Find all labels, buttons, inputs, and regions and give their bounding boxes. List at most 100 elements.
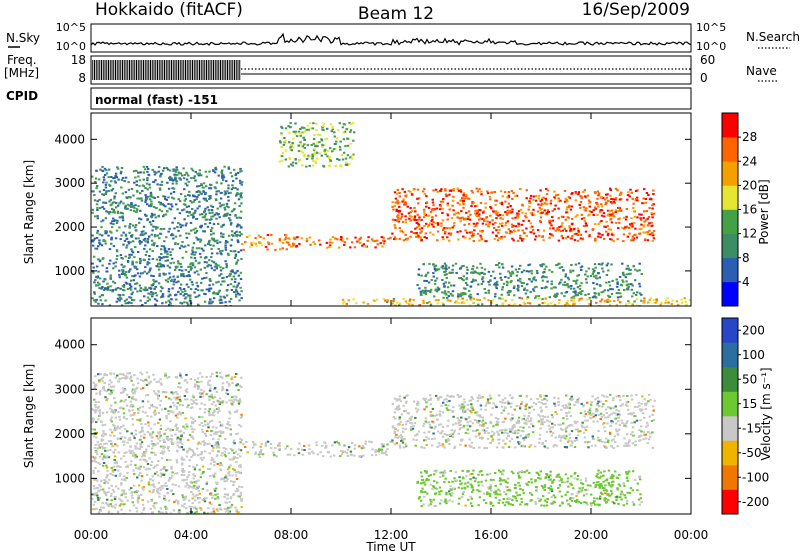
velocity-cell: [218, 434, 222, 437]
velocity-cell: [187, 499, 191, 502]
power-cell: [183, 297, 187, 300]
power-cell: [229, 250, 233, 253]
velocity-cell: [246, 451, 249, 454]
power-cell: [612, 198, 615, 201]
velocity-cell: [107, 511, 111, 514]
power-cell: [283, 137, 286, 140]
power-cell: [112, 245, 116, 248]
power-cell: [444, 188, 447, 191]
y-tick-label: 4000: [54, 132, 85, 146]
power-cell: [206, 206, 209, 209]
velocity-cell: [109, 407, 112, 410]
power-cell: [144, 200, 147, 203]
power-cell: [179, 234, 182, 237]
velocity-cell: [147, 483, 151, 486]
power-cell: [588, 202, 591, 205]
velocity-cell: [124, 479, 127, 482]
power-cell: [139, 257, 142, 260]
power-cell: [472, 271, 475, 274]
power-cell: [202, 186, 205, 189]
power-cell: [501, 297, 504, 300]
power-cell: [393, 191, 397, 194]
power-cell: [197, 174, 200, 177]
velocity-cell: [206, 381, 210, 384]
velocity-cell: [141, 429, 144, 432]
power-cell: [288, 156, 291, 159]
velocity-cell: [220, 423, 224, 426]
power-cell: [192, 200, 195, 203]
power-cell: [423, 208, 426, 211]
velocity-cell: [118, 497, 121, 500]
power-cell: [96, 284, 100, 287]
power-cell: [358, 238, 361, 240]
velocity-cell: [166, 488, 169, 490]
velocity-cell: [98, 409, 101, 412]
velocity-cell: [178, 382, 181, 385]
power-cell: [232, 209, 235, 212]
velocity-cell: [191, 394, 195, 397]
velocity-cell: [189, 480, 192, 483]
power-cell: [127, 188, 131, 191]
power-cell: [454, 262, 458, 265]
velocity-cell: [122, 443, 126, 446]
velocity-cell: [148, 381, 151, 384]
power-cell: [127, 242, 131, 245]
power-cell: [516, 239, 520, 242]
power-cell: [638, 232, 641, 235]
velocity-cell: [374, 449, 377, 451]
velocity-cell: [181, 411, 184, 414]
power-cell: [187, 180, 190, 183]
power-cell: [150, 274, 153, 277]
power-cell: [190, 213, 193, 216]
power-cell: [581, 238, 585, 241]
velocity-cell: [186, 406, 189, 409]
power-cell: [605, 274, 609, 276]
velocity-cell: [121, 500, 124, 503]
power-cell: [592, 271, 595, 274]
velocity-cell: [177, 386, 180, 388]
power-cell: [540, 208, 543, 211]
power-cell: [583, 217, 586, 219]
power-cell: [313, 153, 316, 156]
power-cell: [486, 192, 490, 195]
power-cell: [306, 124, 310, 127]
power-cell: [474, 205, 477, 208]
velocity-cell: [92, 381, 95, 384]
velocity-cell: [171, 483, 174, 486]
power-cell: [412, 232, 416, 234]
power-cell: [371, 240, 374, 242]
velocity-cell: [176, 502, 180, 505]
power-cell: [203, 292, 206, 295]
power-cell: [197, 273, 200, 276]
power-cell: [459, 295, 462, 298]
power-cell: [630, 239, 633, 242]
power-cell: [633, 221, 636, 224]
power-cell: [158, 274, 161, 277]
velocity-cell: [130, 432, 133, 435]
power-cell: [289, 163, 293, 166]
power-cell: [212, 244, 215, 247]
velocity-cell: [221, 452, 224, 455]
power-cell: [545, 276, 548, 279]
power-cell: [478, 209, 481, 211]
power-cell: [372, 299, 376, 302]
power-cell: [316, 157, 319, 160]
power-cell: [211, 283, 215, 286]
velocity-cell: [227, 452, 231, 455]
power-cell: [135, 210, 138, 213]
velocity-cell: [93, 386, 97, 389]
power-cell: [512, 224, 515, 227]
power-cell: [119, 211, 123, 214]
power-cell: [512, 192, 515, 195]
power-cell: [532, 277, 535, 280]
velocity-cell: [169, 405, 172, 408]
power-cell: [528, 270, 531, 273]
power-cell: [415, 222, 418, 224]
velocity-cell: [343, 450, 347, 453]
power-cell: [184, 198, 188, 201]
velocity-cell: [149, 507, 152, 510]
power-cell: [544, 213, 547, 216]
velocity-cell: [278, 447, 281, 450]
power-cell: [593, 191, 597, 194]
velocity-cell: [112, 470, 115, 473]
